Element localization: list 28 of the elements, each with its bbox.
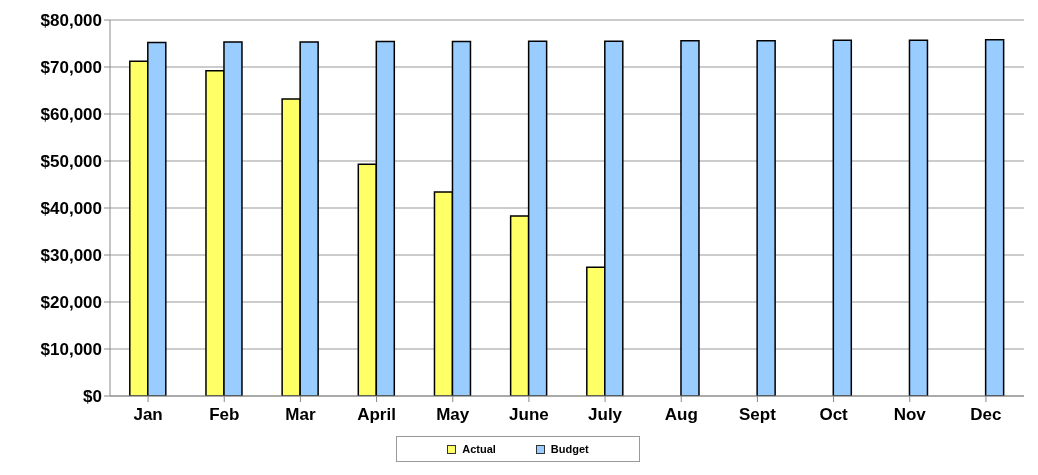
y-tick-label: $10,000	[40, 340, 102, 360]
x-tick-label: June	[509, 405, 549, 425]
x-tick-label: Dec	[970, 405, 1002, 425]
bar	[832, 39, 853, 396]
y-tick-label: $80,000	[40, 11, 102, 31]
x-tick-label: July	[588, 405, 623, 425]
legend-label: Actual	[461, 443, 496, 455]
bar	[908, 39, 929, 396]
x-tick-label: Nov	[893, 405, 927, 425]
x-tick-label: Aug	[664, 405, 698, 425]
bar	[984, 38, 1005, 396]
y-tick-label: $40,000	[40, 199, 102, 219]
legend-label: Budget	[549, 443, 589, 455]
x-tick-label: Feb	[209, 405, 240, 425]
x-tick-label: Oct	[819, 405, 849, 425]
y-tick-label: $50,000	[40, 152, 102, 172]
y-tick-label: $60,000	[40, 105, 102, 125]
x-tick-label: April	[357, 405, 396, 425]
x-tick-label: Jan	[133, 405, 163, 425]
x-tick-label: Mar	[285, 405, 316, 425]
x-tick-label: Sept	[738, 405, 777, 425]
y-tick-label: $20,000	[40, 293, 102, 313]
bar	[756, 39, 776, 396]
y-tick-label: $0	[83, 387, 102, 407]
y-tick-label: $70,000	[40, 58, 102, 78]
y-tick-label: $30,000	[40, 246, 102, 266]
bar	[680, 39, 700, 396]
x-tick-label: May	[436, 405, 470, 425]
